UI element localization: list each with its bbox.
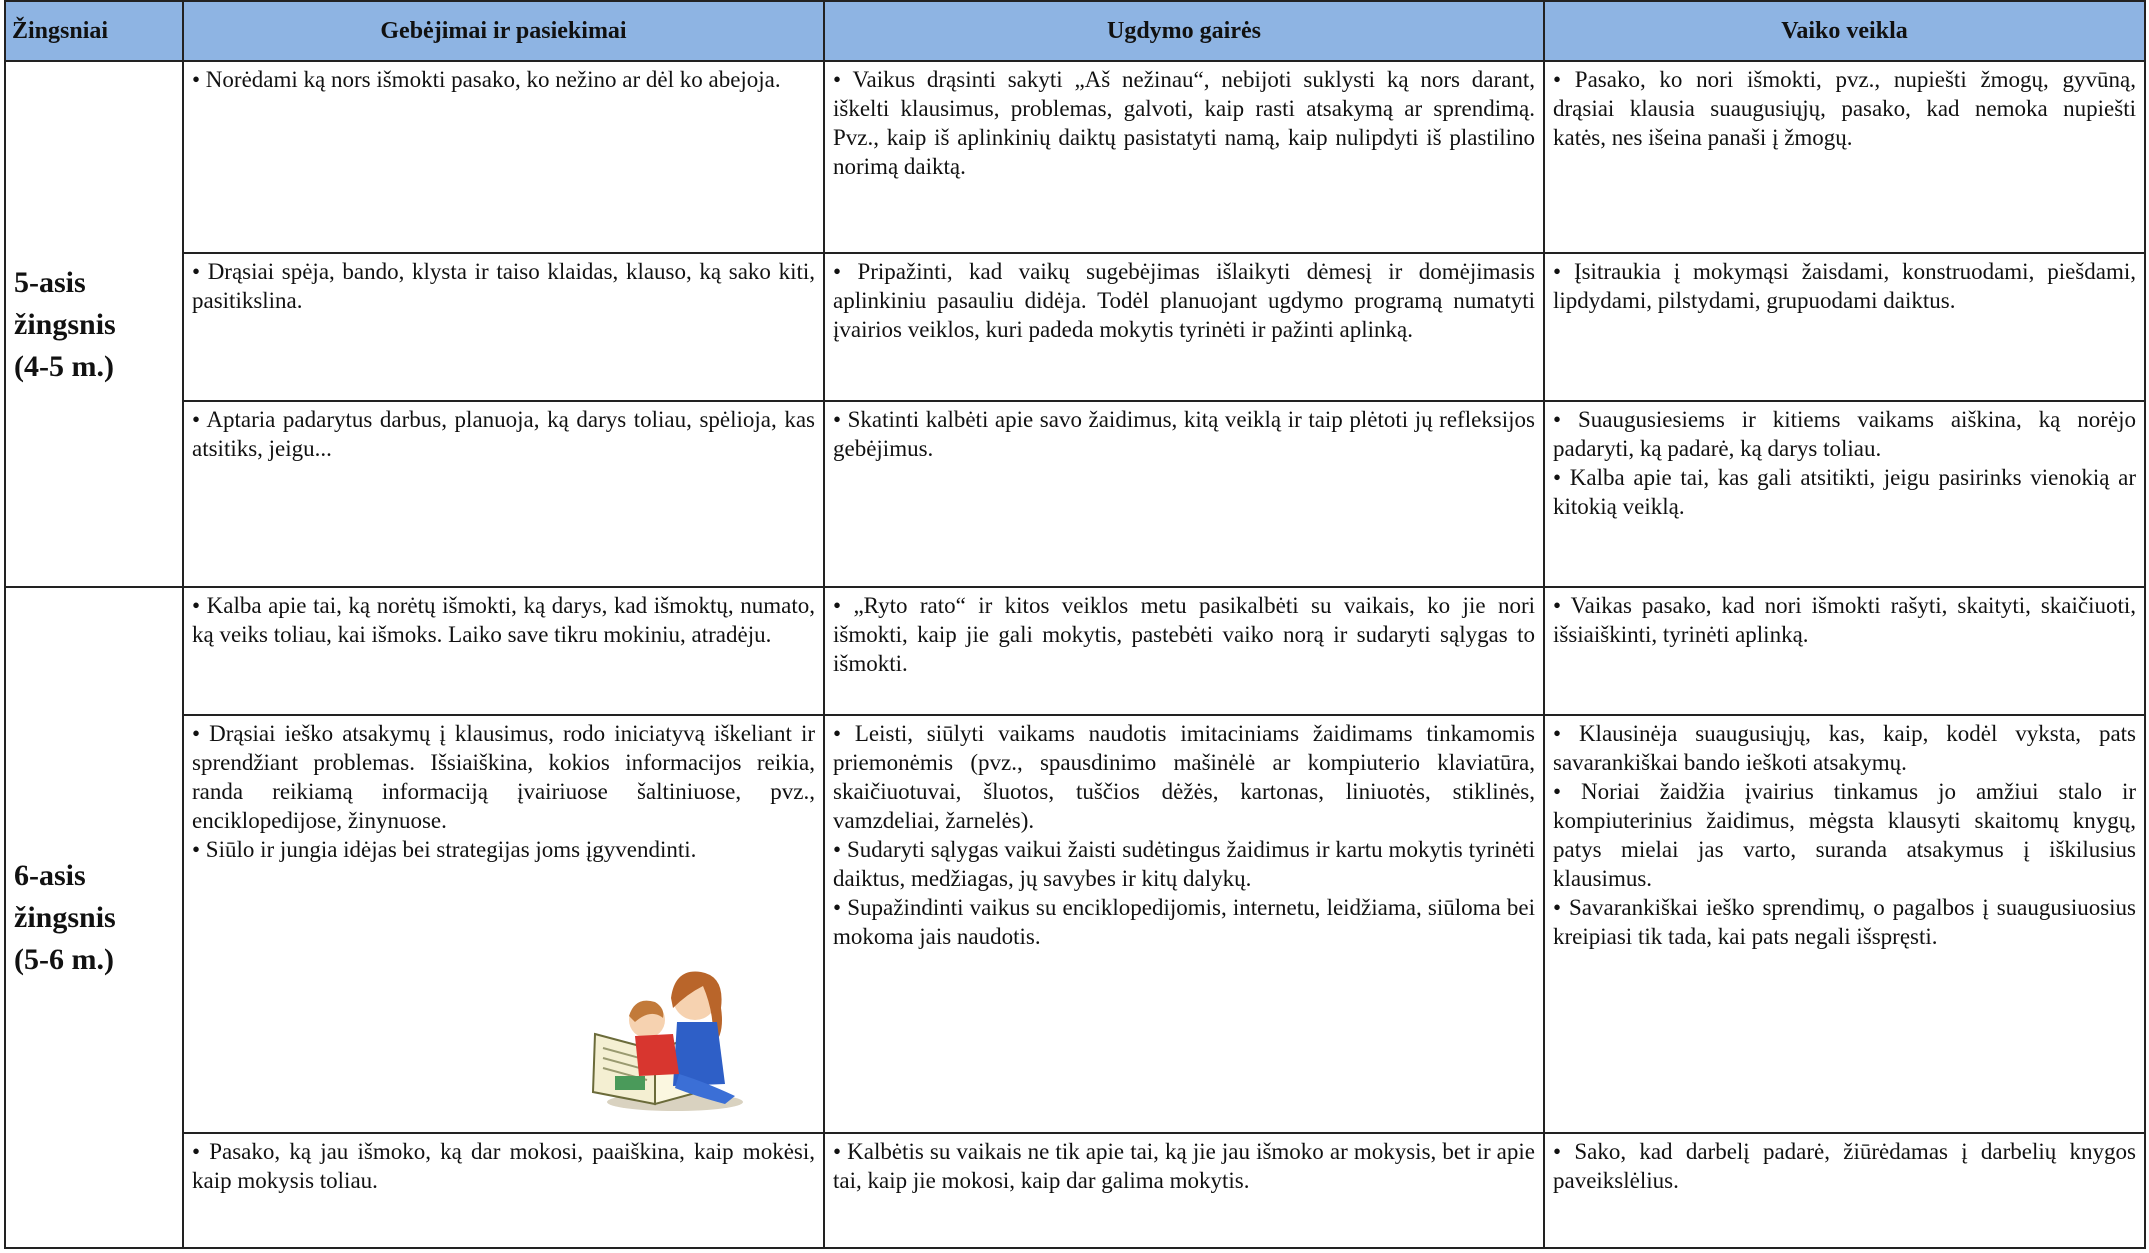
table-cell: • Norėdami ką nors išmokti pasako, ko ne… [182, 60, 825, 254]
table-cell: • Vaikus drąsinti sakyti „Aš nežinau“, n… [823, 60, 1545, 254]
table-row: • Drąsiai spėja, bando, klysta ir taiso … [5, 252, 2146, 402]
step-label: žingsnis [14, 307, 116, 341]
illustration [591, 971, 743, 1111]
table-cell: • Įsitraukia į mokymąsi žaisdami, konstr… [1543, 252, 2146, 402]
table-cell: • Vaikas pasako, kad nori išmokti rašyti… [1543, 586, 2146, 716]
table-row: 5-asis žingsnis (4-5 m.) • Norėdami ką nors… [4, 60, 2146, 588]
column-header: Gebėjimai ir pasiekimai [182, 0, 825, 62]
cell-paragraph: • Pripažinti, kad vaikų sugebėjimas išla… [833, 259, 1535, 342]
table-cell: • Skatinti kalbėti apie savo žaidimus, k… [823, 400, 1545, 588]
table-cell: • „Ryto rato“ ir kitos veiklos metu pasi… [823, 586, 1545, 716]
header-row: Žingsniai Gebėjimai ir pasiekimai Ugdymo g… [4, 0, 2146, 62]
cell-paragraph: • Įsitraukia į mokymąsi žaisdami, konstr… [1553, 259, 2136, 313]
table-cell: • Leisti, siūlyti vaikams naudotis imita… [823, 714, 1545, 1134]
table: Žingsniai Gebėjimai ir pasiekimai Ugdymo g… [4, 0, 2146, 1249]
table-cell: • Klausinėja suaugusiųjų, kas, kaip, kod… [1543, 714, 2146, 1134]
cell-paragraph: • Kalba apie tai, kas gali atsitikti, je… [1553, 465, 2136, 519]
table-row: 6-asis žingsnis (5-6 m.) • Kalba apie tai, … [4, 586, 2146, 1249]
table-cell: • Kalbėtis su vaikais ne tik apie tai, k… [823, 1132, 1545, 1249]
table-cell: • Pasako, ką jau išmoko, ką dar mokosi, … [182, 1132, 825, 1249]
cell-paragraph: • Vaikas pasako, kad nori išmokti rašyti… [1553, 593, 2136, 647]
cell-paragraph: • Pasako, ką jau išmoko, ką dar mokosi, … [192, 1139, 815, 1193]
cell-paragraph: • „Ryto rato“ ir kitos veiklos metu pasi… [833, 593, 1535, 676]
cell-paragraph: • Pasako, ko nori išmokti, pvz., nupiešt… [1553, 67, 2136, 150]
cell-paragraph: • Kalba apie tai, ką norėtų išmokti, ką … [192, 593, 815, 647]
cell-paragraph: • Siūlo ir jungia idėjas bei strategijas… [192, 837, 697, 862]
table-row: • Aptaria padarytus darbus, planuoja, ką… [5, 400, 2146, 588]
cell-paragraph: • Supažindinti vaikus su enciklopedijomi… [833, 895, 1535, 949]
cell-paragraph: • Sako, kad darbelį padarė, žiūrėdamas į… [1553, 1139, 2136, 1193]
cell-paragraph: • Klausinėja suaugusiųjų, kas, kaip, kod… [1553, 721, 2136, 775]
step-label: (5-6 m.) [14, 943, 114, 976]
cell-paragraph: • Noriai žaidžia įvairius tinkamus jo am… [1553, 779, 2136, 891]
table-cell: • Kalba apie tai, ką norėtų išmokti, ką … [182, 586, 825, 716]
cell-paragraph: • Skatinti kalbėti apie savo žaidimus, k… [833, 407, 1535, 461]
cell-paragraph: • Suaugusiesiems ir kitiems vaikams aišk… [1553, 407, 2136, 461]
cell-paragraph: • Savarankiškai ieško sprendimų, o pagal… [1553, 895, 2136, 949]
table-cell: • Drąsiai spėja, bando, klysta ir taiso … [182, 252, 825, 402]
table-cell: • Pripažinti, kad vaikų sugebėjimas išla… [823, 252, 1545, 402]
cell-paragraph: • Vaikus drąsinti sakyti „Aš nežinau“, n… [833, 67, 1535, 179]
table-row: • Drąsiai ieško atsakymų į klausimus, ro… [5, 714, 2146, 1134]
cell-paragraph: • Kalbėtis su vaikais ne tik apie tai, k… [833, 1139, 1535, 1193]
cell-paragraph: • Norėdami ką nors išmokti pasako, ko ne… [192, 67, 781, 92]
table-cell: • Sako, kad darbelį padarė, žiūrėdamas į… [1543, 1132, 2146, 1249]
table-cell: • Pasako, ko nori išmokti, pvz., nupiešt… [1543, 60, 2146, 254]
cell-paragraph: • Drąsiai ieško atsakymų į klausimus, ro… [192, 721, 815, 833]
step-label: žingsnis [14, 901, 116, 934]
table-row: • Pasako, ką jau išmoko, ką dar mokosi, … [5, 1132, 2146, 1249]
column-header: Ugdymo gairės [823, 0, 1545, 62]
step-cell: 6-asis žingsnis (5-6 m.) [4, 586, 184, 1249]
step-label: 5-asis [14, 265, 86, 299]
column-header: Žingsniai [4, 0, 184, 62]
step-label: 6-asis [14, 859, 86, 892]
table-cell: • Suaugusiesiems ir kitiems vaikams aišk… [1543, 400, 2146, 588]
cell-paragraph: • Leisti, siūlyti vaikams naudotis imita… [833, 721, 1535, 833]
cell-paragraph: • Aptaria padarytus darbus, planuoja, ką… [192, 407, 815, 461]
step-cell: 5-asis žingsnis (4-5 m.) [4, 60, 184, 588]
table-cell: • Aptaria padarytus darbus, planuoja, ką… [182, 400, 825, 588]
table-body: 5-asis žingsnis (4-5 m.) • Norėdami ką nors… [4, 60, 2146, 1249]
step-label: (4-5 m.) [14, 349, 114, 383]
table-cell: • Drąsiai ieško atsakymų į klausimus, ro… [182, 714, 825, 1134]
column-header: Vaiko veikla [1543, 0, 2146, 62]
cell-paragraph: • Drąsiai spėja, bando, klysta ir taiso … [192, 259, 815, 313]
cell-paragraph: • Sudaryti sąlygas vaikui žaisti sudėtin… [833, 837, 1535, 891]
